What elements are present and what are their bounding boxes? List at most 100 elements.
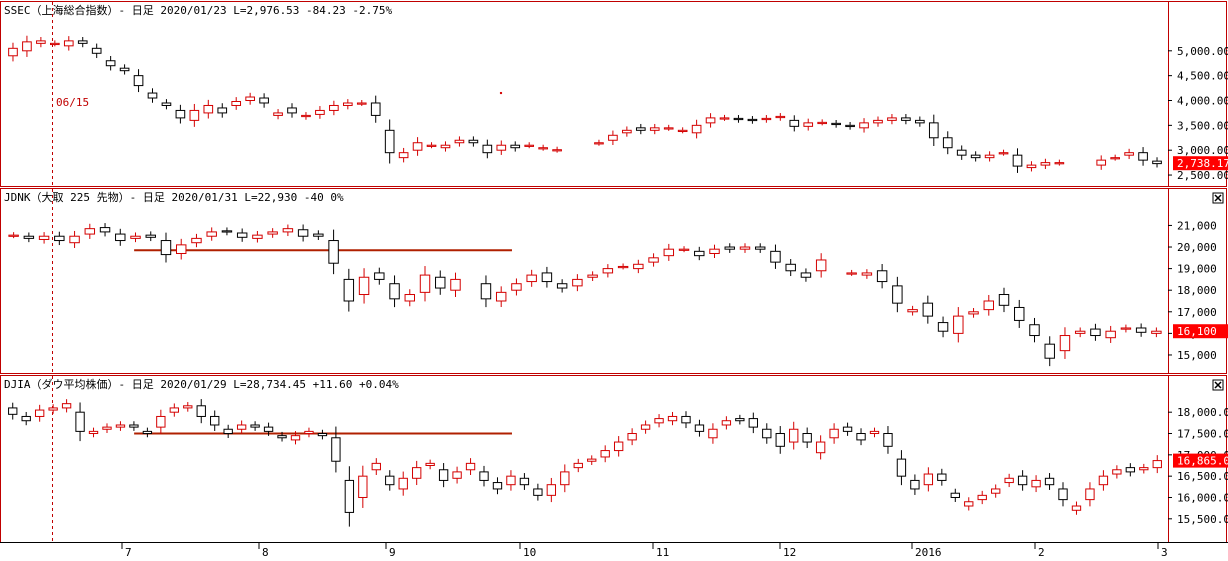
candle-body [1044,477,1055,486]
candle-body [876,270,888,283]
candle-body [1004,477,1014,484]
candle-body [1029,324,1040,337]
candle-body [282,228,294,233]
candles [8,223,1162,367]
candle-body [161,102,172,106]
y-tick-label: 16,500.00 [1177,470,1228,483]
close-icon[interactable] [1212,192,1224,204]
candle-body [425,462,435,466]
candle-body [538,147,548,150]
candle-body [991,488,1001,494]
candle-body [845,124,855,128]
candle-body [721,420,732,426]
candle-body [708,428,718,439]
candle-body [61,403,72,409]
candle-body [950,492,960,498]
candle-body [398,477,408,490]
candle-body [130,235,141,239]
candle-body [861,272,873,276]
candle-body [496,144,507,151]
candle-body [176,244,187,254]
panel-p2: 21,00020,00019,00018,00017,00016,00015,0… [0,188,1228,374]
y-tick-label: 15,000 [1177,349,1217,362]
candle-body [663,127,674,130]
candle-body [331,437,341,462]
candle-body [495,291,507,302]
candle-body [648,257,659,263]
candle-body [587,274,598,278]
candle-body [694,250,705,257]
y-tick-label: 16,000.00 [1177,491,1228,504]
close-icon[interactable] [1212,379,1224,391]
candle-body [34,409,45,417]
x-tick-label: 12 [783,546,796,559]
candle-body [169,407,179,413]
candle-body [259,97,269,104]
candle-body [1120,327,1132,330]
candle-body [654,418,664,424]
candle-body [236,232,248,238]
candle-body [203,104,214,114]
candle-body [968,311,979,315]
candle-body [287,107,297,114]
candle-body [627,433,637,441]
candle-body [546,484,557,496]
candle-body [511,283,522,291]
candles [8,35,1162,173]
candle-body [883,433,893,447]
candle-body [956,149,967,156]
candle-body [1059,335,1071,352]
candle-body [129,424,139,428]
candle-body [587,458,597,462]
candle-body [1152,160,1162,165]
candle-body [1124,152,1134,156]
candle-body [440,144,451,149]
candle-body [560,471,570,486]
candle-body [937,473,947,481]
candle-body [147,92,158,99]
candle-body [344,479,355,513]
candle-body [923,473,934,486]
candle-body [1139,467,1149,471]
candle-body [922,302,934,317]
y-tick-label: 3,000.00 [1177,144,1228,157]
candle-body [329,104,339,111]
y-tick-label: 5,000.00 [1177,45,1228,58]
candle-body [1110,157,1120,160]
candle-body [552,149,562,152]
candle-body [1105,330,1116,339]
candle-body [928,122,939,139]
candle-body [510,144,521,149]
candle-body [105,60,116,67]
last-value-badge [1173,324,1228,339]
candle-body [735,418,745,422]
candle-body [663,248,675,257]
candle-body [22,41,32,52]
candle-body [480,283,492,300]
panel-title: SSEC（上海総合指数）- 日足 2020/01/23 L=2,976.53 -… [4,3,393,17]
candle-body [8,47,18,57]
candle-body [1012,154,1023,167]
candle-body [519,477,530,486]
candle-body [77,40,88,44]
candle-body [761,117,772,121]
candle-body [1014,306,1025,321]
candle-body [633,263,644,270]
candle-body [977,494,987,501]
candle-body [328,240,339,264]
candle-body [1152,460,1162,469]
candle-body [1112,469,1122,475]
last-value-label: 16,865.00 [1177,455,1228,468]
candle-body [533,488,543,496]
candle-body [482,144,493,154]
candle-body [479,471,489,481]
candle-body [356,102,367,105]
candle-body [236,424,247,430]
candle-body [183,405,193,409]
candle-body [613,441,624,452]
candle-body [859,122,869,129]
candle-body [1085,488,1095,501]
candle-body [404,294,415,302]
candle-body [846,272,857,275]
candle-body [245,96,255,101]
